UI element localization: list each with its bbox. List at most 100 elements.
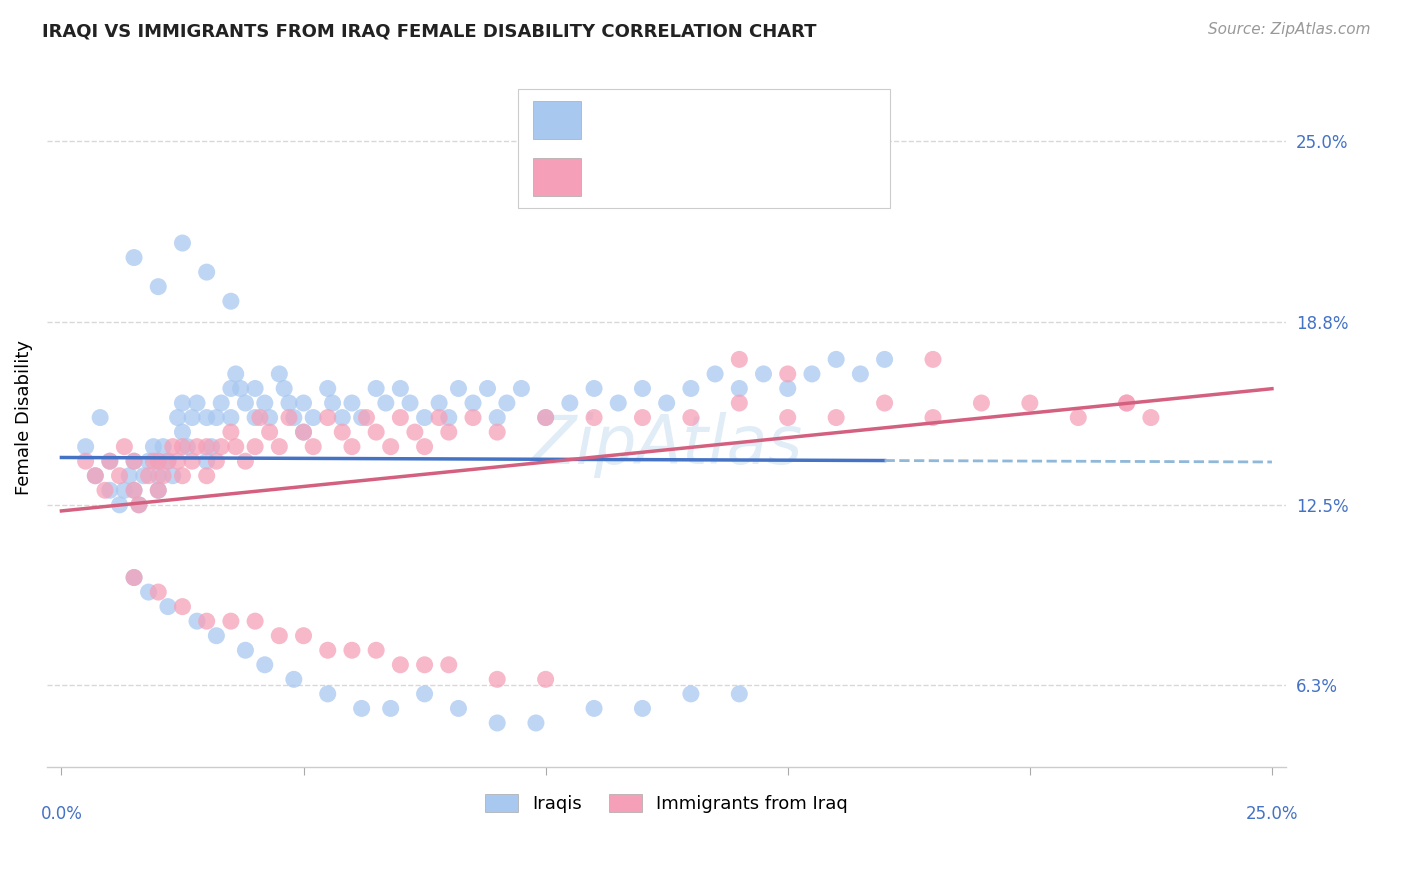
Point: [631, 701, 654, 715]
Point: [922, 352, 945, 367]
Point: [524, 715, 547, 730]
Point: [225, 440, 247, 454]
Point: [172, 235, 194, 250]
Point: [84, 468, 107, 483]
Point: [166, 410, 188, 425]
Point: [142, 454, 165, 468]
Point: [380, 440, 402, 454]
Point: [148, 585, 170, 599]
Point: [728, 352, 751, 367]
Point: [156, 454, 179, 468]
Point: [316, 643, 339, 657]
Point: [112, 483, 135, 498]
Point: [496, 396, 519, 410]
Point: [128, 498, 150, 512]
Point: [389, 382, 412, 396]
Point: [583, 410, 606, 425]
Point: [776, 382, 799, 396]
Point: [225, 367, 247, 381]
Point: [209, 440, 232, 454]
Point: [75, 454, 97, 468]
Point: [413, 410, 436, 425]
Point: [404, 425, 426, 439]
Point: [89, 410, 111, 425]
Point: [195, 410, 218, 425]
Point: [302, 410, 325, 425]
Point: [679, 382, 702, 396]
Point: [259, 425, 281, 439]
Point: [172, 440, 194, 454]
Point: [486, 673, 509, 687]
Point: [1018, 396, 1040, 410]
Point: [176, 440, 198, 454]
Point: [292, 425, 315, 439]
Point: [108, 468, 131, 483]
Point: [631, 410, 654, 425]
Text: 0.0%: 0.0%: [41, 805, 83, 823]
Point: [922, 410, 945, 425]
Point: [235, 454, 257, 468]
Point: [181, 410, 204, 425]
Point: [380, 701, 402, 715]
Point: [970, 396, 993, 410]
Point: [195, 614, 218, 628]
Point: [172, 468, 194, 483]
Point: [148, 454, 170, 468]
Point: [195, 468, 218, 483]
Point: [728, 687, 751, 701]
Point: [486, 410, 509, 425]
Point: [94, 483, 117, 498]
Point: [399, 396, 422, 410]
Point: [461, 410, 484, 425]
Point: [413, 440, 436, 454]
Point: [728, 396, 751, 410]
Point: [340, 396, 363, 410]
Point: [142, 440, 165, 454]
Point: [1140, 410, 1163, 425]
Point: [122, 570, 145, 584]
Point: [302, 440, 325, 454]
Text: IRAQI VS IMMIGRANTS FROM IRAQ FEMALE DISABILITY CORRELATION CHART: IRAQI VS IMMIGRANTS FROM IRAQ FEMALE DIS…: [42, 22, 817, 40]
Point: [873, 396, 896, 410]
Point: [278, 410, 301, 425]
Text: ZipAtlas: ZipAtlas: [530, 412, 803, 478]
Point: [152, 440, 174, 454]
Point: [162, 440, 184, 454]
Point: [162, 468, 184, 483]
Point: [156, 454, 179, 468]
Point: [283, 410, 305, 425]
Point: [477, 382, 499, 396]
Point: [148, 483, 170, 498]
Point: [205, 454, 228, 468]
Point: [112, 440, 135, 454]
Point: [148, 468, 170, 483]
Point: [316, 687, 339, 701]
Point: [316, 410, 339, 425]
Point: [243, 410, 266, 425]
Point: [132, 468, 155, 483]
Point: [122, 483, 145, 498]
Point: [278, 396, 301, 410]
Point: [172, 599, 194, 614]
Point: [437, 410, 460, 425]
Point: [486, 715, 509, 730]
Point: [209, 396, 232, 410]
Point: [447, 701, 470, 715]
Legend: Iraqis, Immigrants from Iraq: Iraqis, Immigrants from Iraq: [478, 787, 855, 821]
Point: [166, 454, 188, 468]
Point: [122, 570, 145, 584]
Point: [679, 687, 702, 701]
Point: [243, 382, 266, 396]
Point: [322, 396, 344, 410]
Point: [292, 425, 315, 439]
Point: [219, 410, 242, 425]
Point: [253, 657, 276, 672]
Point: [235, 396, 257, 410]
Point: [219, 614, 242, 628]
Point: [195, 265, 218, 279]
Point: [253, 396, 276, 410]
Point: [195, 454, 218, 468]
Point: [172, 425, 194, 439]
Point: [269, 367, 291, 381]
Text: 25.0%: 25.0%: [1246, 805, 1298, 823]
